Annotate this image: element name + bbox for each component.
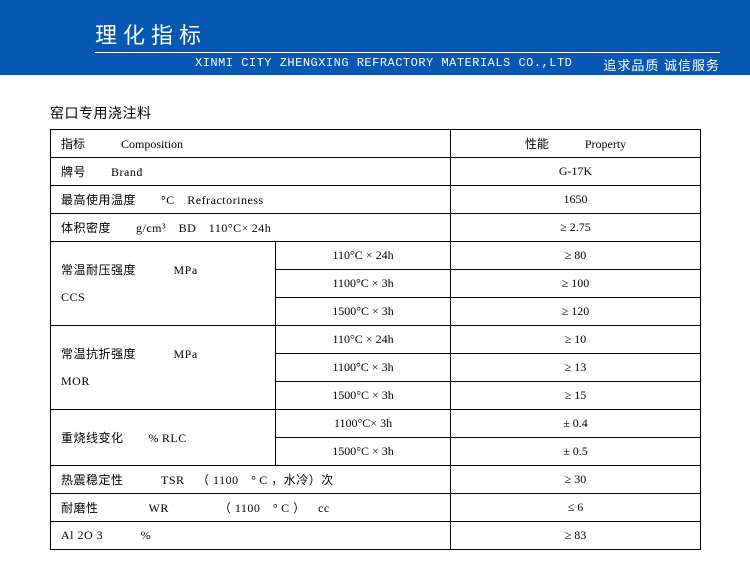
cell-rlc-v1: ± 0.4	[451, 410, 701, 438]
slogan: 追求品质 诚信服务	[603, 55, 720, 74]
table-row: 常温耐压强度 MPa CCS 110°C × 24h ≥ 80	[51, 242, 701, 270]
cell-bd-label: 体积密度 g/cm³ BD 110°C× 24h	[51, 214, 451, 242]
cell-rlc-c2: 1500°C × 3h	[276, 438, 451, 466]
hdr-comp-en: Composition	[121, 137, 183, 151]
cell-mor-c3: 1500°C × 3h	[276, 382, 451, 410]
table-row: 最高使用温度 °C Refractoriness 1650	[51, 186, 701, 214]
cell-al-value: ≥ 83	[451, 522, 701, 550]
cell-refrac-label: 最高使用温度 °C Refractoriness	[51, 186, 451, 214]
cell-tsr-value: ≥ 30	[451, 466, 701, 494]
header-underline	[95, 52, 720, 53]
cell-ccs-c2: 1100°C × 3h	[276, 270, 451, 298]
cell-rlc-v2: ± 0.5	[451, 438, 701, 466]
page-title: 理化指标	[95, 18, 207, 50]
table-row: 指标 Composition 性能 Property	[51, 130, 701, 158]
cell-brand-label: 牌号 Brand	[51, 158, 451, 186]
table-row: 热震稳定性 TSR （ 1100 ° C ，水冷）次 ≥ 30	[51, 466, 701, 494]
header-band: 理化指标 XINMI CITY ZHENGXING REFRACTORY MAT…	[0, 0, 750, 75]
hdr-composition: 指标 Composition	[51, 130, 451, 158]
table-row: 常温抗折强度 MPa MOR 110°C × 24h ≥ 10	[51, 326, 701, 354]
table-row: 体积密度 g/cm³ BD 110°C× 24h ≥ 2.75	[51, 214, 701, 242]
cell-mor-v2: ≥ 13	[451, 354, 701, 382]
cell-al-label: Al 2O 3 %	[51, 522, 451, 550]
spec-table: 指标Composition 性能Property 牌号 Brand G-17K …	[50, 129, 701, 550]
hdr-comp-zh: 指标	[61, 137, 85, 151]
cell-ccs-v2: ≥ 100	[451, 270, 701, 298]
cell-wr-value: ≤ 6	[451, 494, 701, 522]
cell-mor-c1: 110°C × 24h	[276, 326, 451, 354]
hdr-prop-zh: 性能	[525, 137, 549, 151]
cell-ccs-v1: ≥ 80	[451, 242, 701, 270]
content-area: 窑口专用浇注料 指标 Composition 性能 Property 牌号 Bran…	[0, 75, 750, 570]
cell-ccs-c1: 110°C × 24h	[276, 242, 451, 270]
cell-refrac-value: 1650	[451, 186, 701, 214]
table-row: 重烧线变化 % RLC 1100°C× 3h ± 0.4	[51, 410, 701, 438]
cell-mor-v1: ≥ 10	[451, 326, 701, 354]
cell-rlc-c1: 1100°C× 3h	[276, 410, 451, 438]
hdr-prop-en: Property	[585, 137, 626, 151]
cell-ccs-label: 常温耐压强度 MPa CCS	[51, 242, 276, 326]
table-row: 耐磨性 WR （ 1100 ° C ） cc ≤ 6	[51, 494, 701, 522]
cell-mor-label: 常温抗折强度 MPa MOR	[51, 326, 276, 410]
table-row: Al 2O 3 % ≥ 83	[51, 522, 701, 550]
cell-bd-value: ≥ 2.75	[451, 214, 701, 242]
cell-brand-value: G-17K	[451, 158, 701, 186]
cell-mor-c2: 1100°C × 3h	[276, 354, 451, 382]
cell-ccs-c3: 1500°C × 3h	[276, 298, 451, 326]
cell-mor-v3: ≥ 15	[451, 382, 701, 410]
cell-ccs-v3: ≥ 120	[451, 298, 701, 326]
hdr-property: 性能 Property	[451, 130, 701, 158]
cell-tsr-label: 热震稳定性 TSR （ 1100 ° C ，水冷）次	[51, 466, 451, 494]
table-title: 窑口专用浇注料	[50, 103, 700, 123]
cell-rlc-label: 重烧线变化 % RLC	[51, 410, 276, 466]
company-name: XINMI CITY ZHENGXING REFRACTORY MATERIAL…	[195, 56, 572, 70]
cell-wr-label: 耐磨性 WR （ 1100 ° C ） cc	[51, 494, 451, 522]
table-row: 牌号 Brand G-17K	[51, 158, 701, 186]
